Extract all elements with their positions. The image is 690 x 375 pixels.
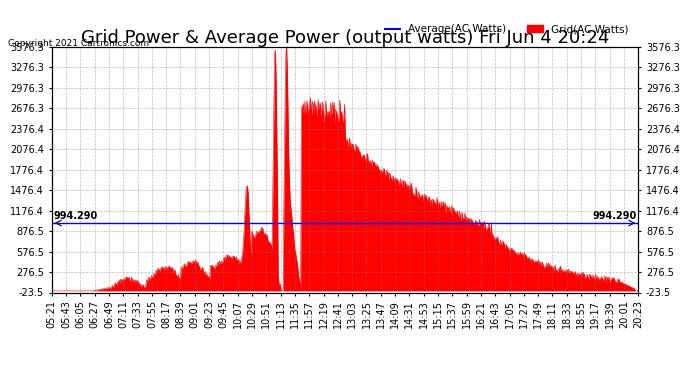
Text: Copyright 2021 Cartronics.com: Copyright 2021 Cartronics.com xyxy=(8,39,150,48)
Text: 994.290: 994.290 xyxy=(54,211,98,221)
Legend: Average(AC Watts), Grid(AC Watts): Average(AC Watts), Grid(AC Watts) xyxy=(380,20,633,39)
Title: Grid Power & Average Power (output watts) Fri Jun 4 20:24: Grid Power & Average Power (output watts… xyxy=(81,29,609,47)
Text: 994.290: 994.290 xyxy=(593,211,637,221)
